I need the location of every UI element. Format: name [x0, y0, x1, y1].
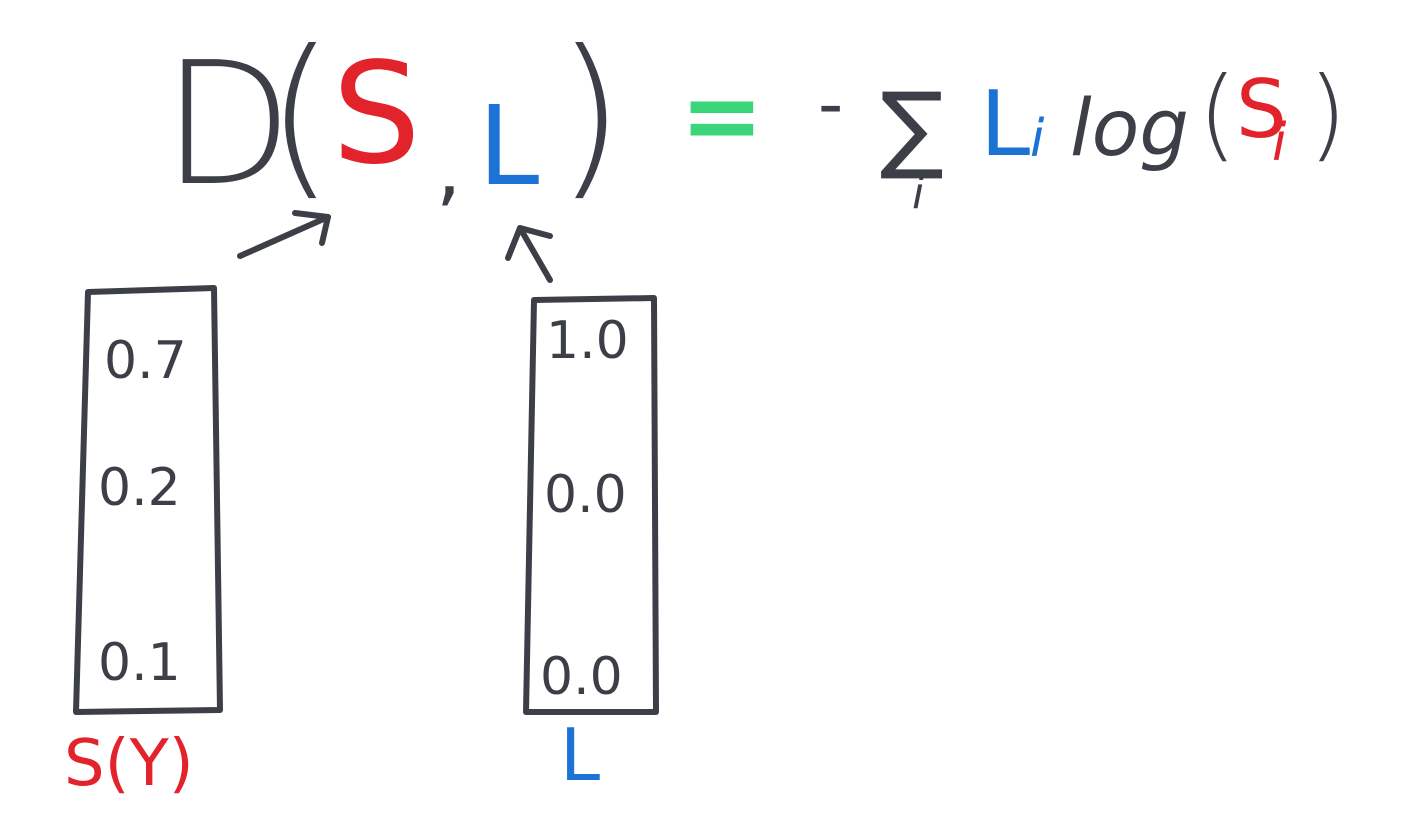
arrow-l-head	[505, 225, 553, 261]
sum-symbol: ∑	[880, 73, 944, 183]
vector-l-box	[523, 295, 659, 715]
argument-s: S	[332, 33, 421, 196]
vector-l-label: L	[560, 713, 600, 797]
vector-l-value-3: 0.0	[540, 647, 623, 707]
term-s: S	[1236, 63, 1287, 156]
vector-s-value-3: 0.1	[98, 633, 181, 693]
vector-s-label: S(Y)	[64, 727, 194, 801]
minus-sign: -	[818, 63, 843, 145]
arrow-s-head	[292, 210, 331, 246]
sum-index: i	[912, 168, 925, 219]
equals-sign: =	[680, 57, 764, 174]
log-open-paren: (	[1198, 55, 1237, 172]
vector-s-value-2: 0.2	[98, 458, 181, 518]
vector-s-box	[73, 285, 223, 715]
term-s-subscript: i	[1272, 113, 1287, 173]
arrow-s-to-argument	[237, 210, 331, 259]
log-word: log	[1070, 84, 1189, 174]
arrow-l-shaft	[517, 225, 553, 283]
argument-l: L	[478, 82, 539, 210]
function-name-d: D	[162, 26, 293, 224]
arrow-l-to-argument	[505, 225, 553, 283]
vector-s-value-1: 0.7	[104, 331, 187, 391]
close-paren: )	[556, 14, 624, 217]
vector-l-value-2: 0.0	[544, 465, 627, 525]
log-close-paren: )	[1308, 55, 1347, 172]
term-l-subscript: i	[1030, 109, 1045, 169]
formula: D ( S , L ) = - ∑ i L i log ( S i )	[162, 14, 1347, 224]
comma: ,	[436, 122, 461, 215]
open-paren: (	[266, 14, 334, 217]
vector-s: 0.7 0.2 0.1 S(Y)	[64, 285, 223, 801]
arrow-s-shaft	[237, 214, 331, 259]
vector-l: 1.0 0.0 0.0 L	[523, 295, 659, 797]
term-l: L	[980, 72, 1030, 177]
vector-l-value-1: 1.0	[546, 311, 629, 371]
